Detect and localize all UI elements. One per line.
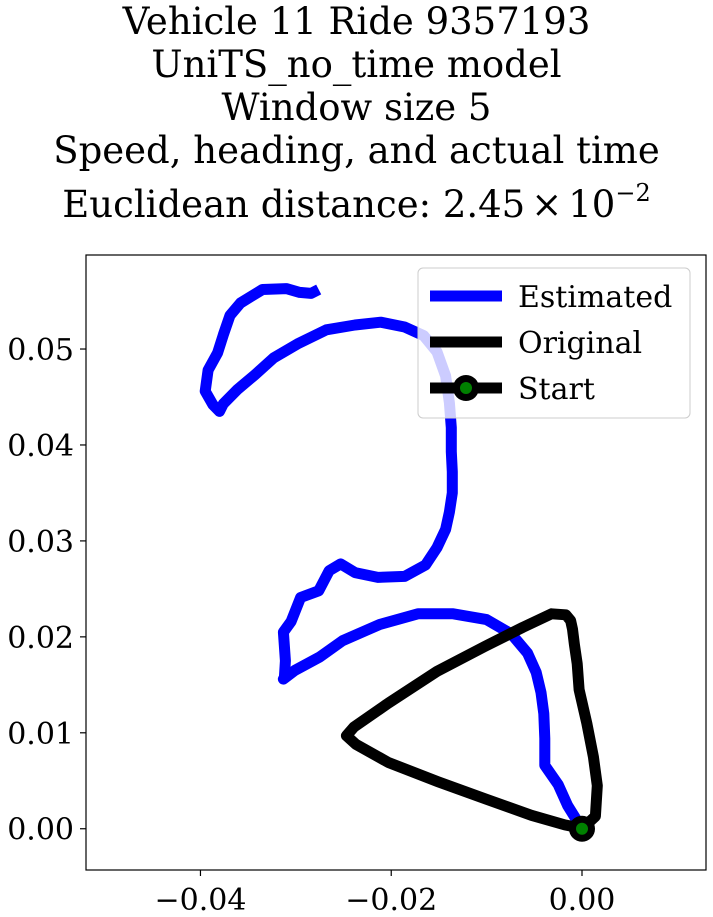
chart-title: Vehicle 11 Ride 9357193 UniTS_no_time mo…: [0, 0, 713, 226]
axes-frame: [85, 254, 707, 871]
y-tick-label: 0.01: [7, 717, 74, 752]
y-tick-label: 0.03: [7, 525, 74, 560]
series-line-original: [340, 608, 603, 835]
title-metric-exponent: −2: [615, 179, 651, 207]
y-tick-label: 0.05: [7, 333, 74, 368]
plot-lines: [199, 283, 603, 842]
y-tick-label: 0.00: [7, 813, 74, 848]
title-line-1: Vehicle 11 Ride 9357193: [122, 0, 591, 43]
legend-label-estimated: Estimated: [518, 280, 672, 315]
legend-start-marker-inner: [460, 382, 472, 394]
title-metric-base: 10: [568, 183, 616, 226]
legend-label-start: Start: [518, 372, 595, 407]
x-tick-label: 0.00: [549, 883, 616, 917]
start-marker-inner: [576, 822, 588, 835]
title-metric-prefix: Euclidean distance:: [62, 183, 443, 226]
x-tick-label: −0.04: [154, 883, 246, 917]
legend-box: [417, 267, 691, 419]
x-axis: −0.04 −0.02 0.00: [154, 870, 615, 917]
title-line-3: Window size 5: [221, 86, 492, 129]
y-tick-label: 0.04: [7, 429, 74, 464]
title-line-2: UniTS_no_time model: [151, 43, 562, 86]
title-metric-mantissa: 2.45: [442, 183, 526, 226]
legend: Estimated Original Start: [417, 267, 691, 419]
title-line-4: Speed, heading, and actual time: [53, 129, 660, 172]
title-line-5: Euclidean distance: 2.45 × 10−2: [0, 172, 713, 226]
y-tick-label: 0.02: [7, 621, 74, 656]
y-axis: 0.00 0.01 0.02 0.03 0.04 0.05: [7, 333, 86, 848]
legend-label-original: Original: [518, 326, 642, 361]
title-metric-times: ×: [531, 183, 563, 226]
series-line-estimated: [199, 283, 587, 832]
x-tick-label: −0.02: [345, 883, 437, 917]
